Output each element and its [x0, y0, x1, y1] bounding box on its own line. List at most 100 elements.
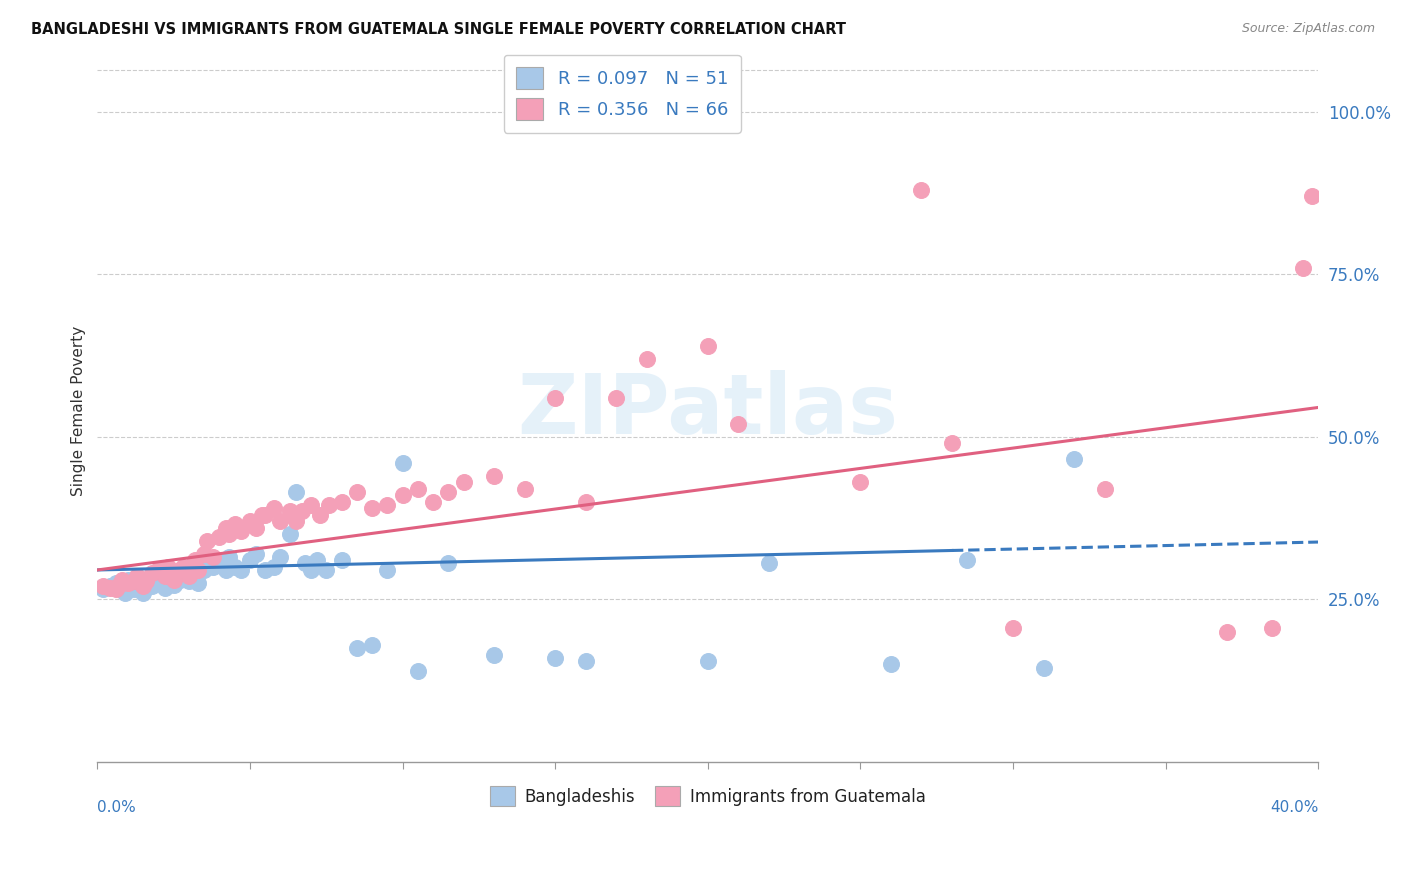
Point — [1292, 260, 1315, 275]
Point — [187, 576, 209, 591]
Point — [111, 573, 134, 587]
Point — [229, 563, 252, 577]
Point — [125, 578, 148, 592]
Point — [98, 581, 121, 595]
Point — [239, 553, 262, 567]
Point — [117, 576, 139, 591]
Point — [330, 494, 353, 508]
Point — [163, 578, 186, 592]
Point — [172, 559, 194, 574]
Point — [195, 533, 218, 548]
Point — [1215, 624, 1237, 639]
Point — [245, 521, 267, 535]
Point — [1063, 452, 1085, 467]
Point — [135, 574, 157, 588]
Point — [141, 566, 163, 581]
Point — [156, 559, 179, 574]
Point — [263, 559, 285, 574]
Point — [269, 514, 291, 528]
Point — [941, 436, 963, 450]
Point — [229, 524, 252, 538]
Point — [172, 563, 194, 577]
Point — [346, 485, 368, 500]
Point — [117, 579, 139, 593]
Point — [406, 482, 429, 496]
Point — [98, 579, 121, 593]
Point — [263, 501, 285, 516]
Point — [880, 657, 903, 672]
Point — [696, 339, 718, 353]
Point — [107, 578, 129, 592]
Point — [575, 494, 598, 508]
Point — [250, 508, 273, 522]
Point — [184, 569, 207, 583]
Point — [1301, 189, 1323, 203]
Point — [169, 563, 191, 577]
Point — [195, 553, 218, 567]
Legend: Bangladeshis, Immigrants from Guatemala: Bangladeshis, Immigrants from Guatemala — [482, 780, 932, 814]
Point — [163, 567, 186, 582]
Point — [299, 498, 322, 512]
Point — [375, 563, 398, 577]
Point — [307, 553, 329, 567]
Point — [1002, 622, 1025, 636]
Point — [284, 485, 307, 500]
Point — [193, 563, 215, 577]
Point — [202, 559, 225, 574]
Point — [1094, 482, 1116, 496]
Point — [93, 579, 115, 593]
Point — [214, 563, 236, 577]
Point — [148, 566, 170, 581]
Point — [156, 573, 179, 587]
Point — [309, 508, 332, 522]
Point — [202, 549, 225, 564]
Point — [391, 456, 413, 470]
Point — [696, 654, 718, 668]
Point — [361, 638, 384, 652]
Point — [291, 504, 314, 518]
Point — [224, 517, 246, 532]
Point — [153, 581, 176, 595]
Point — [605, 391, 627, 405]
Point — [239, 514, 262, 528]
Point — [132, 586, 155, 600]
Point — [169, 573, 191, 587]
Point — [330, 553, 353, 567]
Point — [224, 559, 246, 574]
Text: ZIPatlas: ZIPatlas — [517, 370, 898, 451]
Point — [153, 569, 176, 583]
Point — [1032, 660, 1054, 674]
Point — [1261, 622, 1284, 636]
Point — [218, 549, 240, 564]
Point — [132, 579, 155, 593]
Point — [122, 582, 145, 597]
Point — [141, 569, 163, 583]
Point — [177, 574, 200, 588]
Point — [849, 475, 872, 490]
Point — [254, 563, 277, 577]
Point — [111, 581, 134, 595]
Point — [148, 576, 170, 591]
Point — [135, 574, 157, 588]
Text: 0.0%: 0.0% — [97, 800, 136, 815]
Point — [278, 504, 301, 518]
Point — [177, 559, 200, 574]
Point — [93, 582, 115, 597]
Point — [218, 527, 240, 541]
Point — [406, 664, 429, 678]
Point — [129, 581, 152, 595]
Point — [758, 557, 780, 571]
Point — [278, 527, 301, 541]
Point — [148, 563, 170, 577]
Point — [208, 531, 231, 545]
Point — [361, 501, 384, 516]
Point — [193, 547, 215, 561]
Point — [453, 475, 475, 490]
Point — [269, 549, 291, 564]
Point — [245, 547, 267, 561]
Point — [575, 654, 598, 668]
Point — [391, 488, 413, 502]
Point — [375, 498, 398, 512]
Point — [513, 482, 536, 496]
Point — [125, 569, 148, 583]
